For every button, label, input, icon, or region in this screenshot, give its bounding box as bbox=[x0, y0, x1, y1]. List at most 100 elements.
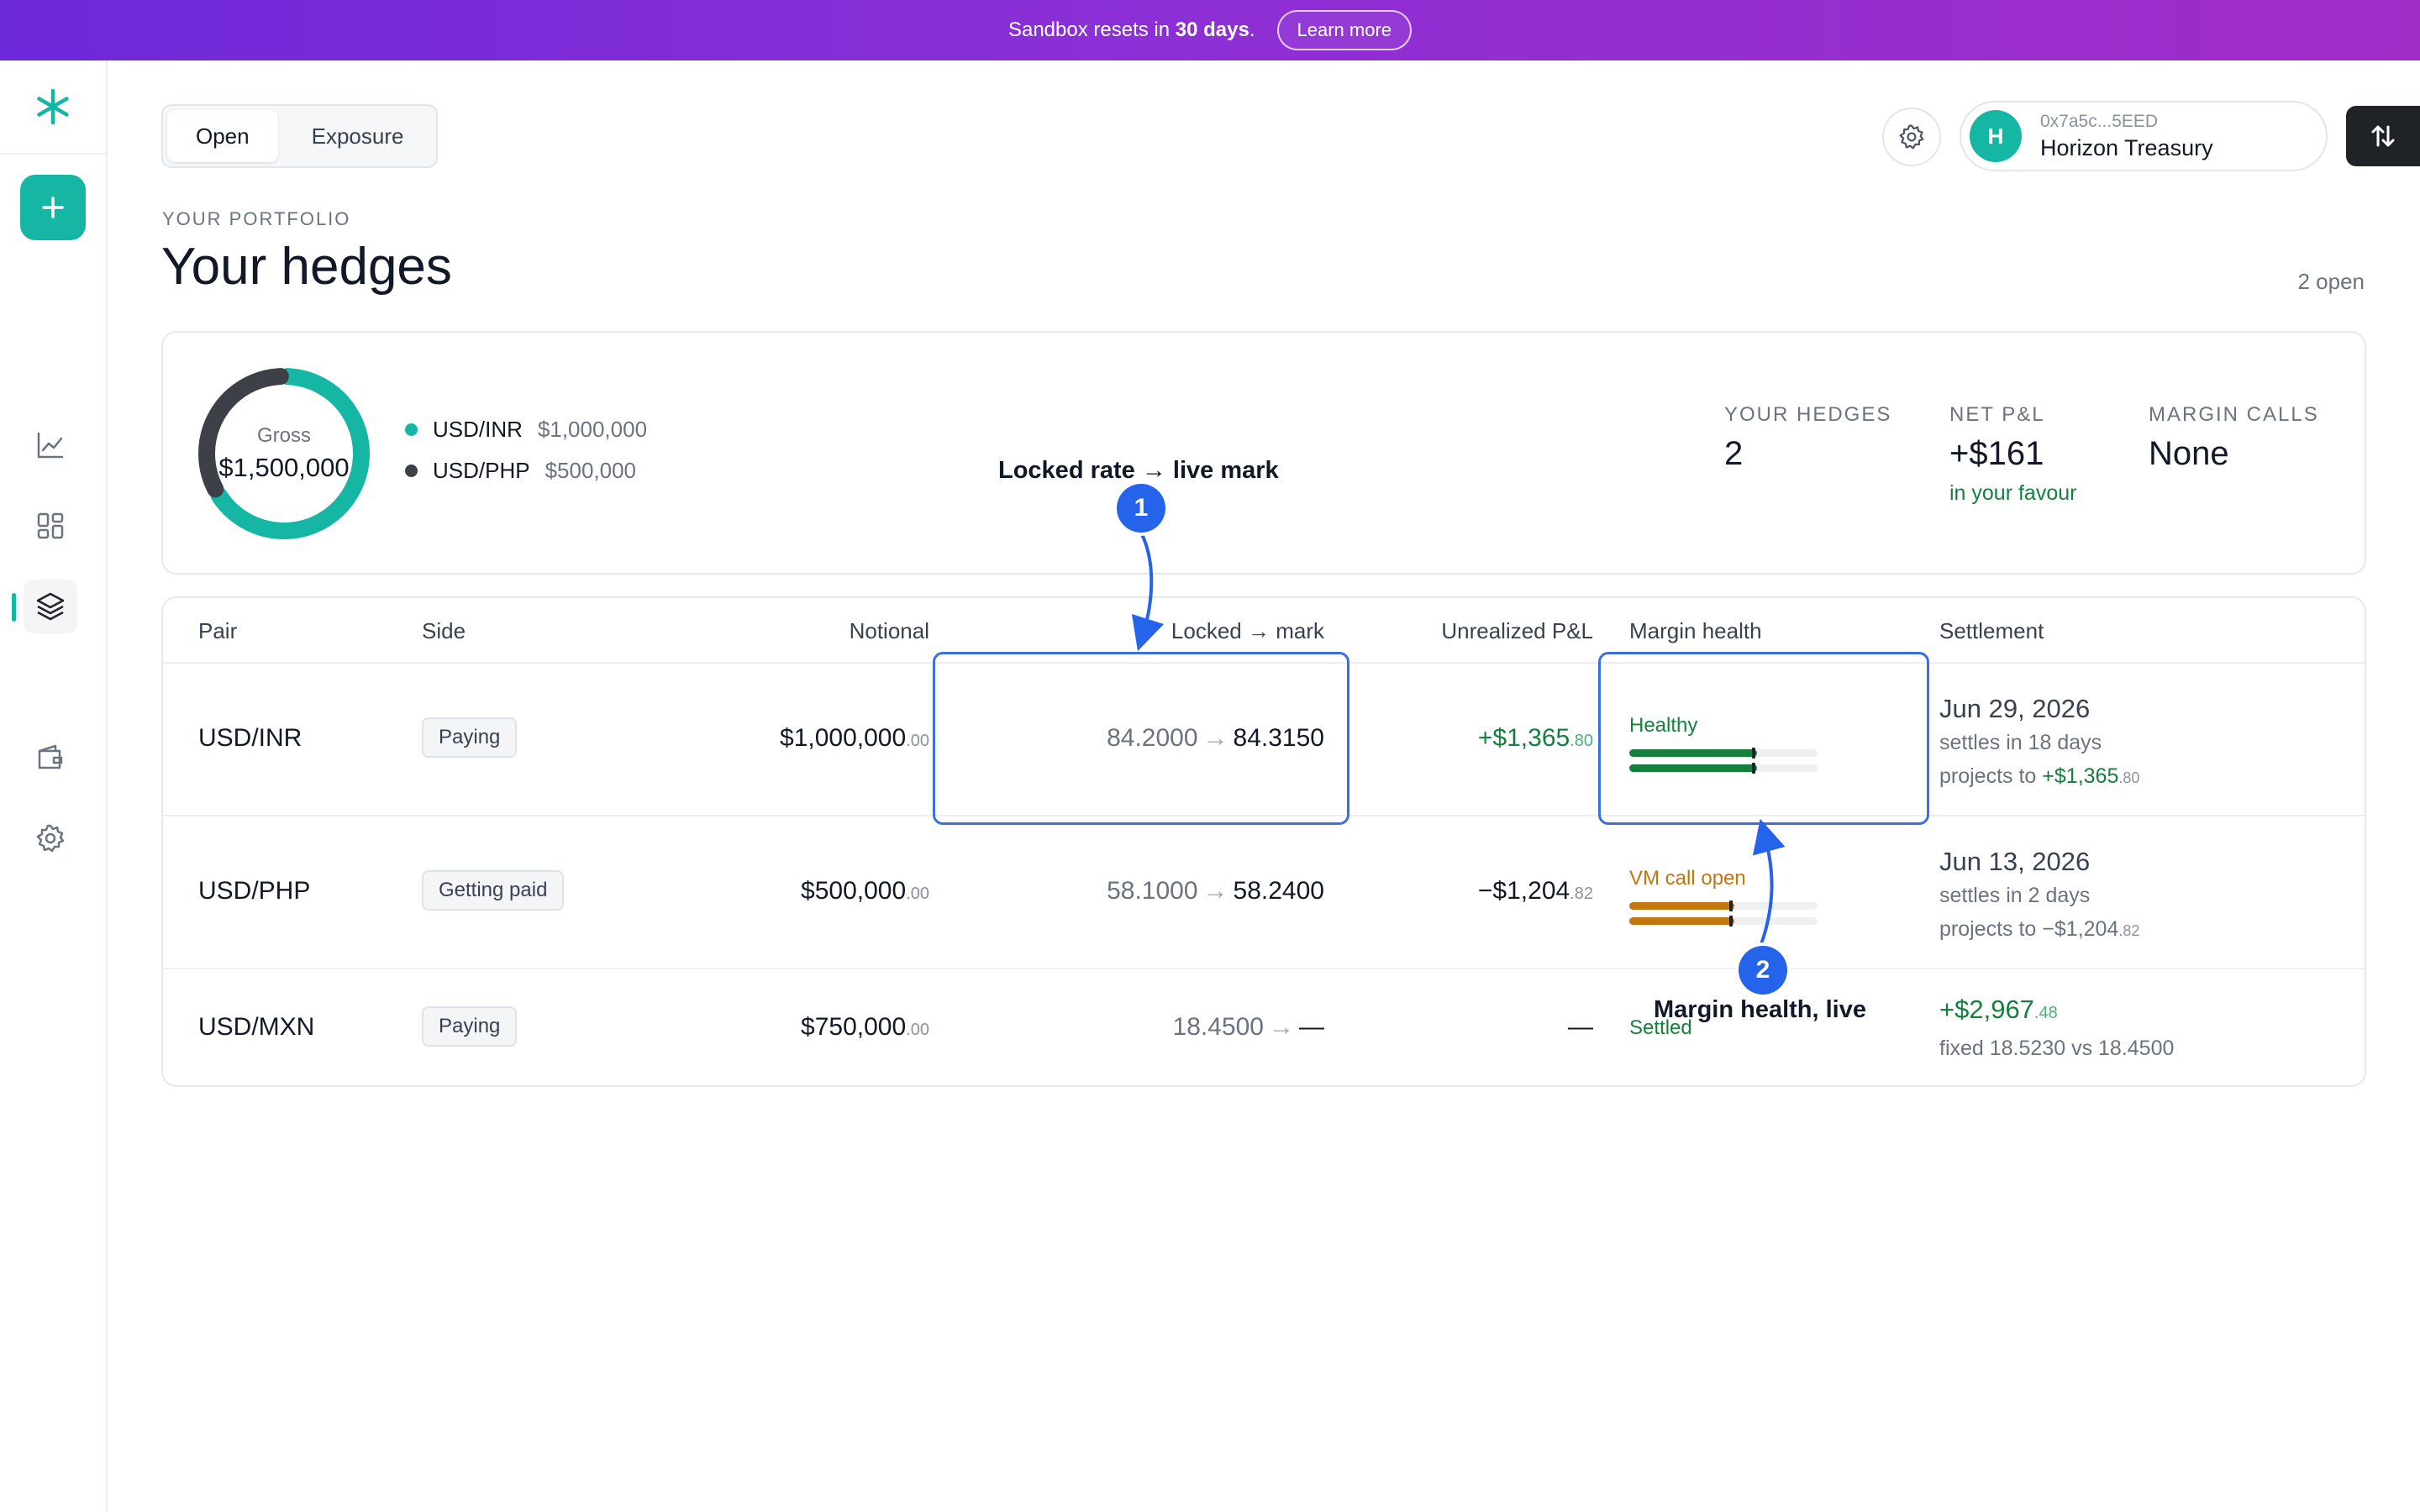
legend-pair: USD/INR bbox=[433, 417, 523, 442]
stat-margin-calls: MARGIN CALLS None bbox=[2149, 403, 2319, 473]
annotation-1-marker: 1 bbox=[1117, 484, 1165, 533]
margin-health-bar bbox=[1629, 916, 1818, 927]
sandbox-banner: Sandbox resets in 30 days. Learn more bbox=[0, 0, 2420, 60]
sidebar-item-hedges[interactable] bbox=[24, 580, 77, 633]
sidebar-item-dashboard[interactable] bbox=[24, 499, 77, 553]
account-switcher[interactable]: H 0x7a5c...5EED Horizon Treasury bbox=[1960, 101, 2328, 171]
margin-health-bar bbox=[1629, 900, 1818, 911]
donut-center-label: Gross $1,500,000 bbox=[195, 365, 373, 543]
row-locked-mark: 18.4500 → — bbox=[1172, 1013, 1324, 1041]
row-locked-mark: 58.1000 → 58.2400 bbox=[1107, 877, 1324, 905]
banner-text: Sandbox resets in 30 days. bbox=[1007, 18, 1255, 41]
sidebar-item-analytics[interactable] bbox=[24, 418, 77, 472]
sidebar-item-settings[interactable] bbox=[24, 811, 77, 865]
header-margin-health: Margin health bbox=[1629, 618, 1762, 643]
swap-arrows-icon bbox=[2371, 125, 2395, 147]
donut-segment-usd-php bbox=[198, 368, 289, 498]
table-row[interactable]: USD/INR Paying $1,000,000.00 84.2000 → 84.… bbox=[163, 664, 2365, 816]
chart-line-icon bbox=[37, 432, 64, 459]
new-hedge-button[interactable] bbox=[20, 175, 86, 240]
stat-label: MARGIN CALLS bbox=[2149, 403, 2319, 426]
page-eyebrow: YOUR PORTFOLIO bbox=[162, 208, 351, 229]
hedges-table: Pair Side Notional Locked → mark Unreali… bbox=[161, 596, 2366, 1087]
annotation-2-text: Margin health, live bbox=[1654, 996, 1866, 1023]
header-pair: Pair bbox=[198, 618, 238, 643]
stat-net-pnl: NET P&L +$161 in your favour bbox=[1949, 403, 2076, 506]
legend-swatch bbox=[405, 465, 418, 477]
legend-item: USD/INR $1,000,000 bbox=[405, 417, 647, 443]
margin-health-bar bbox=[1629, 763, 1818, 774]
stat-value: 2 bbox=[1724, 435, 1744, 472]
header-side: Side bbox=[422, 618, 466, 643]
table-header: Pair Side Notional Locked → mark Unreali… bbox=[163, 598, 2365, 664]
logo[interactable] bbox=[0, 60, 106, 155]
grid-icon bbox=[37, 512, 64, 539]
swap-button[interactable] bbox=[2346, 106, 2420, 166]
settlement-date: Jun 13, 2026 bbox=[1939, 847, 2091, 876]
asterisk-logo-icon bbox=[37, 88, 69, 125]
wallet-icon bbox=[38, 744, 63, 769]
gear-icon bbox=[1899, 124, 1924, 150]
margin-health-label: Healthy bbox=[1629, 714, 1698, 737]
donut-legend: USD/INR $1,000,000 USD/PHP $500,000 bbox=[405, 417, 647, 484]
wallet-address: 0x7a5c...5EED bbox=[2040, 111, 2159, 131]
legend-amount: $1,000,000 bbox=[537, 417, 648, 442]
row-pair: USD/PHP bbox=[198, 877, 311, 905]
donut-label: Gross bbox=[256, 424, 311, 447]
row-notional: $750,000.00 bbox=[801, 1013, 929, 1041]
settlement-date: Jun 29, 2026 bbox=[1939, 694, 2091, 723]
settled-fixed-rate: fixed 18.5230 vs 18.4500 bbox=[1939, 1037, 2175, 1060]
header-notional: Notional bbox=[849, 618, 929, 643]
sidebar-item-wallet[interactable] bbox=[24, 731, 77, 785]
highlight-locked-mark bbox=[933, 652, 1349, 825]
learn-more-button[interactable]: Learn more bbox=[1276, 10, 1413, 50]
legend-pair: USD/PHP bbox=[433, 458, 530, 483]
highlight-margin-health bbox=[1598, 652, 1929, 825]
header-unrealized-pnl: Unrealized P&L bbox=[1441, 618, 1593, 643]
settles-in: settles in 2 days bbox=[1939, 884, 2091, 907]
row-locked-mark: 84.2000 → 84.3150 bbox=[1107, 724, 1324, 752]
stat-label: YOUR HEDGES bbox=[1724, 403, 1892, 426]
header-locked-mark: Locked → mark bbox=[1171, 618, 1324, 643]
settings-button[interactable] bbox=[1882, 108, 1941, 166]
margin-threshold-tick bbox=[1752, 763, 1756, 774]
margin-health-label: VM call open bbox=[1629, 867, 1746, 890]
donut-value: $1,500,000 bbox=[218, 453, 350, 482]
annotation-2-marker: 2 bbox=[1739, 946, 1787, 995]
account-name: Horizon Treasury bbox=[2040, 134, 2213, 160]
avatar: H bbox=[1970, 110, 2022, 162]
stat-sub: in your favour bbox=[1949, 481, 2077, 505]
settled-amount: +$2,967.48 bbox=[1939, 995, 2058, 1024]
margin-threshold-tick bbox=[1729, 900, 1733, 911]
row-notional: $500,000.00 bbox=[801, 877, 929, 905]
plus-icon bbox=[42, 197, 64, 218]
tab-open[interactable]: Open bbox=[167, 110, 278, 162]
row-pair: USD/MXN bbox=[198, 1013, 315, 1041]
stat-value: +$161 bbox=[1949, 435, 2044, 472]
side-badge: Paying bbox=[422, 717, 518, 758]
stat-label: NET P&L bbox=[1949, 403, 2045, 426]
settles-in: settles in 18 days bbox=[1939, 731, 2102, 754]
stat-your-hedges: YOUR HEDGES 2 bbox=[1724, 403, 1891, 473]
margin-health-fill bbox=[1629, 902, 1735, 910]
legend-item: USD/PHP $500,000 bbox=[405, 458, 647, 484]
legend-swatch bbox=[405, 423, 418, 436]
table-row[interactable]: USD/PHP Getting paid $500,000.00 58.1000… bbox=[163, 816, 2365, 969]
gross-donut-chart bbox=[198, 368, 370, 539]
margin-health-fill bbox=[1629, 749, 1758, 757]
settings-icon bbox=[36, 824, 65, 853]
stat-value: None bbox=[2149, 435, 2229, 472]
row-notional: $1,000,000.00 bbox=[780, 724, 929, 752]
margin-health-bar bbox=[1629, 748, 1818, 759]
projected-pnl: projects to +$1,365.80 bbox=[1939, 764, 2140, 788]
open-count: 2 open bbox=[2297, 269, 2365, 294]
side-badge: Getting paid bbox=[422, 870, 565, 911]
annotation-1-text: Locked rate → live mark bbox=[998, 457, 1279, 484]
margin-health-fill bbox=[1629, 917, 1735, 925]
tab-exposure[interactable]: Exposure bbox=[311, 123, 404, 149]
page-title: Your hedges bbox=[161, 238, 452, 296]
table-row[interactable]: USD/MXN Paying $750,000.00 18.4500 → — — S… bbox=[163, 969, 2365, 1085]
sidebar bbox=[0, 60, 108, 1512]
row-pair: USD/INR bbox=[198, 724, 302, 752]
margin-health-fill bbox=[1629, 764, 1758, 772]
